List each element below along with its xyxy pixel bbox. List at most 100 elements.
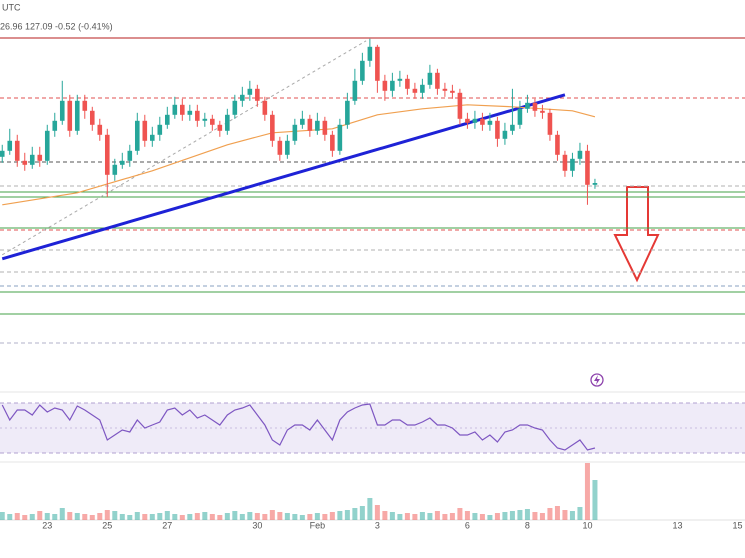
- candle-body: [119, 160, 125, 165]
- volume-bar: [269, 510, 275, 520]
- volume-bar: [359, 506, 365, 520]
- volume-bar: [59, 508, 65, 520]
- volume-bar: [367, 498, 373, 520]
- candle-body: [180, 104, 185, 115]
- candle-body: [112, 164, 118, 175]
- volume-bar: [127, 515, 133, 520]
- candle-body: [322, 120, 328, 135]
- candle-body: [412, 88, 418, 93]
- volume-bar: [547, 508, 553, 520]
- candle-body: [97, 124, 103, 135]
- volume-bar: [187, 514, 193, 520]
- volume-bar: [487, 515, 493, 520]
- candle-body: [502, 130, 508, 139]
- candle-body: [525, 102, 530, 109]
- candle-body: [0, 150, 5, 157]
- candle-body: [367, 46, 373, 61]
- volume-bar: [457, 508, 463, 520]
- x-tick-label: 25: [102, 520, 112, 530]
- volume-bar: [0, 512, 5, 520]
- candle-body: [352, 80, 358, 101]
- candle-body: [74, 100, 80, 131]
- rsi-line: [1, 403, 596, 451]
- volume-bar: [179, 515, 185, 520]
- volume-bar: [172, 514, 178, 520]
- x-tick-label: 10: [582, 520, 592, 530]
- volume-bar: [284, 513, 290, 520]
- trend-line: [1, 40, 367, 256]
- volume-bar: [412, 514, 418, 520]
- candle-body: [262, 100, 268, 115]
- volume-bar: [299, 515, 305, 520]
- volume-bar: [314, 513, 320, 520]
- volume-bar: [389, 512, 395, 520]
- candle-body: [240, 94, 245, 101]
- candle-body: [315, 120, 320, 131]
- candle-body: [44, 130, 50, 161]
- candle-body: [330, 134, 335, 151]
- volume-bar: [592, 480, 598, 520]
- volume-bar: [524, 509, 530, 520]
- candle-body: [562, 154, 568, 171]
- volume-bar: [419, 512, 425, 520]
- volume-bar: [292, 514, 298, 520]
- candle-body: [7, 140, 13, 151]
- volume-bar: [74, 513, 80, 520]
- candle-body: [150, 134, 155, 141]
- volume-bar: [517, 510, 523, 520]
- candle-body: [59, 100, 65, 121]
- candle-body: [134, 120, 140, 151]
- candle-body: [127, 150, 133, 161]
- candle-body: [532, 102, 538, 111]
- candle-body: [82, 100, 88, 111]
- x-tick-label: 23: [42, 520, 52, 530]
- volume-bar: [7, 514, 13, 520]
- x-tick-label: 13: [672, 520, 682, 530]
- volume-bar: [119, 514, 125, 520]
- volume-bar: [434, 511, 440, 520]
- volume-bar: [37, 511, 43, 520]
- candle-body: [225, 114, 230, 131]
- volume-bar: [539, 513, 545, 520]
- candle-body: [22, 160, 28, 165]
- volume-bar: [307, 514, 313, 520]
- volume-bar: [374, 505, 380, 520]
- volume-bar: [277, 512, 283, 520]
- volume-bar: [494, 513, 500, 520]
- x-tick-label: 3: [375, 520, 380, 530]
- candle-body: [187, 110, 193, 115]
- volume-bar: [554, 506, 560, 520]
- candle-body: [480, 118, 485, 125]
- event-circle: [590, 373, 604, 387]
- candle-body: [382, 80, 388, 91]
- volume-bar: [532, 512, 538, 520]
- candle-body: [517, 108, 523, 125]
- candle-body: [337, 124, 343, 151]
- volume-bar: [382, 511, 388, 520]
- candle-body: [435, 72, 440, 89]
- candle-body: [14, 140, 20, 161]
- volume-bar: [202, 512, 208, 520]
- candle-body: [345, 100, 350, 125]
- candle-body: [277, 140, 283, 155]
- event-bolt: [594, 375, 600, 385]
- candle-body: [210, 118, 215, 125]
- volume-bar: [149, 514, 155, 520]
- candle-body: [300, 118, 305, 125]
- volume-bar: [67, 512, 73, 520]
- candle-body: [420, 84, 425, 93]
- candle-body: [495, 120, 500, 139]
- event-icon: [590, 373, 604, 387]
- candle-body: [247, 88, 253, 95]
- volume-bar: [584, 463, 590, 520]
- volume-bar: [89, 515, 95, 520]
- candle-body: [270, 114, 275, 141]
- candle-body: [510, 124, 515, 131]
- candle-body: [570, 158, 575, 171]
- candle-body: [390, 80, 395, 91]
- x-tick-label: 6: [465, 520, 470, 530]
- volume-bar: [569, 511, 575, 520]
- volume-bar: [157, 513, 163, 520]
- volume-bar: [329, 512, 335, 520]
- candle-body: [442, 88, 448, 91]
